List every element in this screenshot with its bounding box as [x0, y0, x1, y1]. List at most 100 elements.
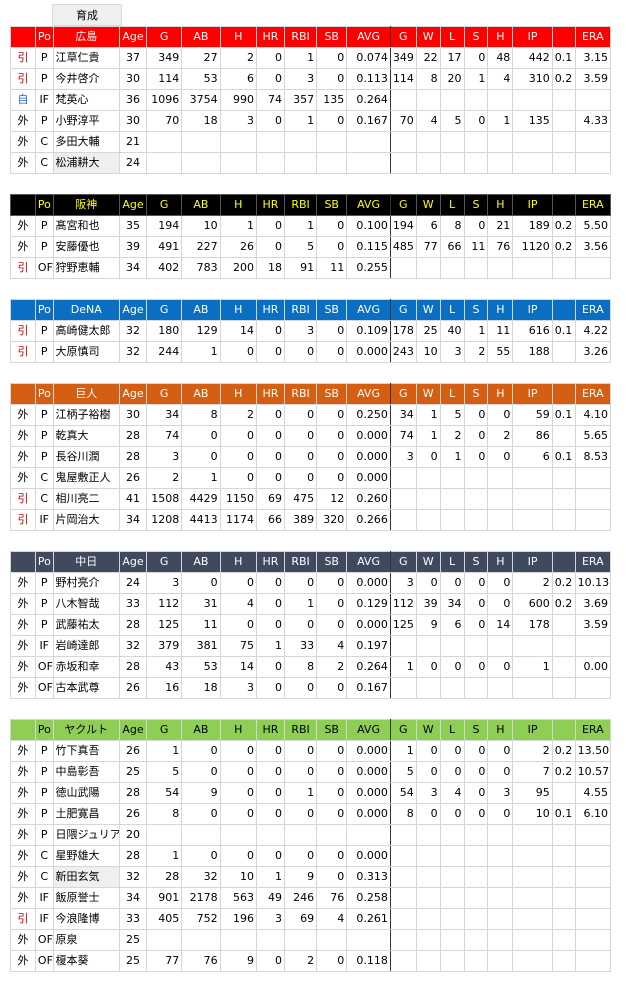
losses	[439, 908, 465, 930]
column-header: AVG	[346, 26, 391, 48]
innings-pitched: 6	[512, 446, 553, 468]
player-row[interactable]: 外 P 徳山武陽 28 54 9 0 0 1 0 0.000 54 3 4 0 3 95 4.55	[10, 782, 612, 804]
pitching-games: 112	[389, 593, 417, 615]
column-header: L	[439, 383, 465, 405]
player-row[interactable]: 外 OF 赤坂和幸 28 43 53 14 0 8 2 0.264 1 0 0 0 0 1 0.00	[10, 656, 612, 678]
batting-average	[346, 929, 391, 951]
at-bats	[181, 824, 221, 846]
era: 0.00	[574, 656, 612, 678]
batting-games	[145, 929, 183, 951]
era: 3.59	[574, 614, 612, 636]
column-header: SB	[316, 383, 348, 405]
column-header: G	[389, 26, 417, 48]
home-runs: 0	[255, 572, 285, 594]
player-name: 日隈ジュリアス	[52, 824, 120, 846]
holds	[487, 509, 514, 531]
player-row[interactable]: 外 C 新田玄気 32 28 32 10 1 9 0 0.313	[10, 866, 612, 888]
saves: 11	[463, 236, 489, 258]
rbi: 33	[283, 635, 318, 657]
hits: 0	[219, 614, 257, 636]
rbi: 91	[283, 257, 318, 279]
holds: 0	[487, 593, 514, 615]
column-header: W	[415, 551, 441, 573]
player-row[interactable]: 引 P 大原慎司 32 244 1 0 0 0 0 0.000 243 10 3 2 55 188 3.26	[10, 341, 612, 363]
column-header: AB	[181, 719, 221, 741]
player-name: 片岡治大	[52, 509, 120, 531]
hits: 0	[219, 341, 257, 363]
player-row[interactable]: 引 OF 狩野恵輔 34 402 783 200 18 91 11 0.255	[10, 257, 612, 279]
batting-games: 194	[145, 215, 183, 237]
player-row[interactable]: 外 C 星野雄大 28 1 0 0 0 0 0 0.000	[10, 845, 612, 867]
player-row[interactable]: 引 C 相川亮二 41 1508 4429 1150 69 475 12 0.260	[10, 488, 612, 510]
saves: 0	[463, 404, 489, 426]
losses: 0	[439, 740, 465, 762]
player-name: 相川亮二	[52, 488, 120, 510]
player-row[interactable]: 外 OF 古本武尊 26 16 18 3 0 0 0 0.167	[10, 677, 612, 699]
stolen-bases: 12	[316, 488, 348, 510]
player-row[interactable]: 外 P 武藤祐太 28 125 11 0 0 0 0 0.000 125 9 6 0 14 178 3.59	[10, 614, 612, 636]
age: 33	[118, 593, 147, 615]
player-row[interactable]: 外 IF 飯原誉士 34 901 2178 563 49 246 76 0.258	[10, 887, 612, 909]
saves: 0	[463, 614, 489, 636]
home-runs	[255, 824, 285, 846]
batting-games: 3	[145, 446, 183, 468]
column-header	[10, 299, 36, 321]
era	[574, 89, 612, 111]
player-name: 原泉	[52, 929, 120, 951]
player-row[interactable]: 外 P 野村亮介 24 3 0 0 0 0 0 0.000 3 0 0 0 0 2 0.2 10.13	[10, 572, 612, 594]
home-runs: 69	[255, 488, 285, 510]
player-row[interactable]: 外P日隈ジュリアス20	[10, 824, 612, 846]
tab-ikusei[interactable]: 育成	[52, 4, 122, 26]
wins	[415, 908, 441, 930]
wins	[415, 677, 441, 699]
player-row[interactable]: 引 IF 今浪隆博 33 405 752 196 3 69 4 0.261	[10, 908, 612, 930]
player-row[interactable]: 外 P 乾真大 28 74 0 0 0 0 0 0.000 74 1 2 0 2 86 5.65	[10, 425, 612, 447]
at-bats: 0	[181, 446, 221, 468]
player-row[interactable]: 引 P 江草仁貴 37 349 27 2 0 1 0 0.074 349 22 17 0 48 442 0.1 3.…	[10, 47, 612, 69]
player-row[interactable]: 外 P 竹下真吾 26 1 0 0 0 0 0 0.000 1 0 0 0 0 2 0.2 13.50	[10, 740, 612, 762]
status-tag: 外	[10, 782, 36, 804]
batting-games: 112	[145, 593, 183, 615]
column-header: AVG	[346, 194, 391, 216]
player-row[interactable]: 外 P 中島彰吾 25 5 0 0 0 0 0 0.000 5 0 0 0 0 7 0.2 10.57	[10, 761, 612, 783]
saves	[463, 152, 489, 174]
player-row[interactable]: 自 IF 梵英心 36 1096 3754 990 74 357 135 0.264	[10, 89, 612, 111]
era: 3.15	[574, 47, 612, 69]
player-row[interactable]: 外 C 多田大輔 21	[10, 131, 612, 153]
player-row[interactable]: 外 P 小野淳平 30 70 18 3 0 1 0 0.167 70 4 5 0 1 135 4.33	[10, 110, 612, 132]
innings-pitched	[512, 887, 553, 909]
player-row[interactable]: 引 IF 片岡治大 34 1208 4413 1174 66 389 320 0.266	[10, 509, 612, 531]
player-row[interactable]: 外 OF 榎本葵 25 77 76 9 0 2 0 0.118	[10, 950, 612, 972]
player-row[interactable]: 外 P 安藤優也 39 491 227 26 0 5 0 0.115 485 77 66 11 76 1120 0…	[10, 236, 612, 258]
innings-fraction	[551, 89, 576, 111]
player-row[interactable]: 外 P 八木智哉 33 112 31 4 0 1 0 0.129 112 39 34 0 0 600 0.2 3.6…	[10, 593, 612, 615]
batting-games: 402	[145, 257, 183, 279]
player-row[interactable]: 外 OF 原泉 25	[10, 929, 612, 951]
player-row[interactable]: 引 P 今井啓介 30 114 53 6 0 3 0 0.113 114 8 20 1 4 310 0.2 3.59	[10, 68, 612, 90]
age: 34	[118, 887, 147, 909]
age: 24	[118, 152, 147, 174]
batting-average: 0.000	[346, 740, 391, 762]
at-bats: 53	[181, 656, 221, 678]
player-row[interactable]: 引 P 高崎健太郎 32 180 129 14 0 3 0 0.109 178 25 40 1 11 616 0.…	[10, 320, 612, 342]
wins: 0	[415, 740, 441, 762]
player-row[interactable]: 外 P 土肥寛昌 26 8 0 0 0 0 0 0.000 8 0 0 0 0 10 0.1 6.10	[10, 803, 612, 825]
home-runs: 0	[255, 782, 285, 804]
player-row[interactable]: 外 C 鬼屋敷正人 26 2 1 0 0 0 0 0.000	[10, 467, 612, 489]
status-tag: 外	[10, 635, 36, 657]
batting-games: 70	[145, 110, 183, 132]
saves	[463, 89, 489, 111]
column-header: G	[389, 383, 417, 405]
player-row[interactable]: 外 P 江柄子裕樹 30 34 8 2 0 0 0 0.250 34 1 5 0 0 59 0.1 4.10	[10, 404, 612, 426]
position: IF	[34, 509, 54, 531]
player-row[interactable]: 外 C 松浦耕大 24	[10, 152, 612, 174]
batting-average: 0.000	[346, 341, 391, 363]
player-row[interactable]: 外 P 長谷川潤 28 3 0 0 0 0 0 0.000 3 0 1 0 0 6 0.1 8.53	[10, 446, 612, 468]
losses	[439, 887, 465, 909]
saves	[463, 887, 489, 909]
column-header: S	[463, 299, 489, 321]
pitching-games	[389, 89, 417, 111]
player-row[interactable]: 外 IF 岩崎達郎 32 379 381 75 1 33 4 0.197	[10, 635, 612, 657]
home-runs: 0	[255, 68, 285, 90]
player-row[interactable]: 外 P 髙宮和也 35 194 10 1 0 1 0 0.100 194 6 8 0 21 189 0.2 5.50	[10, 215, 612, 237]
